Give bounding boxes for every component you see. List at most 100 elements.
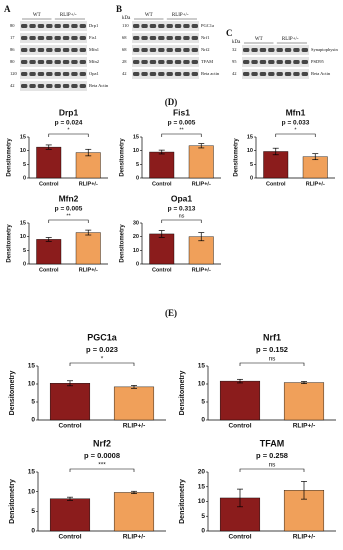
- y-tick-label: 0: [23, 175, 26, 181]
- band: [21, 36, 28, 40]
- band: [79, 48, 86, 52]
- band: [62, 72, 70, 76]
- bar: [75, 232, 101, 265]
- bar: [263, 151, 289, 179]
- bar: [188, 145, 214, 179]
- y-axis-label: Densitometry: [179, 479, 186, 524]
- blot-strip: [242, 57, 309, 67]
- band: [141, 24, 148, 28]
- x-tick-label: RLIP+/-: [79, 181, 98, 187]
- band: [46, 36, 53, 40]
- y-tick-label: 10: [133, 148, 139, 154]
- band: [37, 60, 45, 64]
- protein-label: Synaptophysin: [311, 47, 339, 52]
- y-tick-label: 0: [250, 175, 253, 181]
- x-tick-label: RLIP+/-: [192, 267, 211, 273]
- kda-label: 68: [122, 35, 127, 40]
- significance: **: [179, 127, 184, 133]
- band: [183, 24, 190, 28]
- y-tick-label: 5: [201, 399, 205, 406]
- chart-title: Nrf1: [263, 332, 281, 342]
- band: [284, 48, 292, 52]
- bar: [49, 498, 91, 532]
- band: [149, 24, 157, 28]
- band: [62, 48, 70, 52]
- section-label: (E): [165, 308, 177, 318]
- band: [71, 72, 78, 76]
- error-bar: [198, 232, 205, 242]
- band: [62, 60, 70, 64]
- annotation: p = 0.005: [55, 206, 83, 213]
- bar: [149, 151, 175, 179]
- significance: *: [294, 127, 297, 133]
- y-tick-label: 15: [28, 469, 36, 476]
- kda-label: 42: [10, 83, 15, 88]
- band: [37, 48, 45, 52]
- y-tick-label: 10: [198, 381, 206, 388]
- x-tick-label: RLIP+/-: [123, 423, 146, 430]
- group-label: RLIP+/-: [282, 37, 299, 42]
- blot-strip: [20, 45, 87, 55]
- blot-strip: [132, 33, 199, 43]
- group-label: WT: [145, 13, 153, 18]
- band: [29, 48, 36, 52]
- blot-strip: [20, 57, 87, 67]
- band: [54, 48, 61, 52]
- y-tick-label: 0: [31, 528, 35, 535]
- chart-title: Drp1: [59, 107, 79, 117]
- y-tick-label: 5: [136, 162, 139, 168]
- band: [183, 36, 190, 40]
- annotation: p = 0.313: [168, 206, 196, 213]
- band: [29, 24, 36, 28]
- band: [133, 60, 140, 64]
- bar: [113, 492, 155, 532]
- y-tick-label: 0: [201, 528, 205, 535]
- kda-label: 32: [232, 47, 237, 52]
- significance: ***: [98, 462, 106, 469]
- significance: *: [101, 356, 104, 363]
- y-tick-label: 0: [201, 417, 205, 424]
- x-tick-label: RLIP+/-: [79, 267, 98, 273]
- sig-bracket: [48, 133, 89, 137]
- band: [166, 72, 173, 76]
- band: [243, 60, 250, 64]
- y-tick-label: 5: [250, 162, 253, 168]
- band: [46, 72, 53, 76]
- band: [29, 36, 36, 40]
- band: [284, 72, 292, 76]
- bar: [283, 382, 325, 421]
- protein-label: Mfn2: [89, 59, 99, 64]
- protein-label: Beta actin: [201, 71, 220, 76]
- kda-label: 68: [122, 47, 127, 52]
- band: [54, 60, 61, 64]
- y-axis-label: Densitometry: [7, 138, 13, 177]
- band: [37, 72, 45, 76]
- x-tick-label: RLIP+/-: [306, 181, 325, 187]
- y-tick-label: 5: [23, 162, 26, 168]
- band: [174, 48, 182, 52]
- sig-bracket: [239, 468, 305, 472]
- band: [71, 84, 78, 88]
- bar: [75, 152, 101, 179]
- band: [259, 72, 267, 76]
- x-tick-label: Control: [39, 267, 59, 273]
- bar: [113, 386, 155, 421]
- sig-bracket: [161, 219, 202, 223]
- chart-title: Mfn2: [59, 193, 79, 203]
- band: [21, 72, 28, 76]
- band: [37, 24, 45, 28]
- error-bar: [312, 153, 319, 161]
- group-label: WT: [255, 37, 263, 42]
- band: [46, 84, 53, 88]
- y-tick-label: 20: [133, 234, 139, 240]
- protein-label: Nrf2: [201, 47, 210, 52]
- sig-bracket: [48, 219, 89, 223]
- band: [71, 48, 78, 52]
- kda-label: 80: [10, 23, 15, 28]
- y-tick-label: 5: [31, 508, 35, 515]
- y-tick-label: 30: [133, 220, 139, 226]
- sig-bracket: [161, 133, 202, 137]
- annotation: p = 0.033: [282, 120, 310, 127]
- band: [301, 60, 308, 64]
